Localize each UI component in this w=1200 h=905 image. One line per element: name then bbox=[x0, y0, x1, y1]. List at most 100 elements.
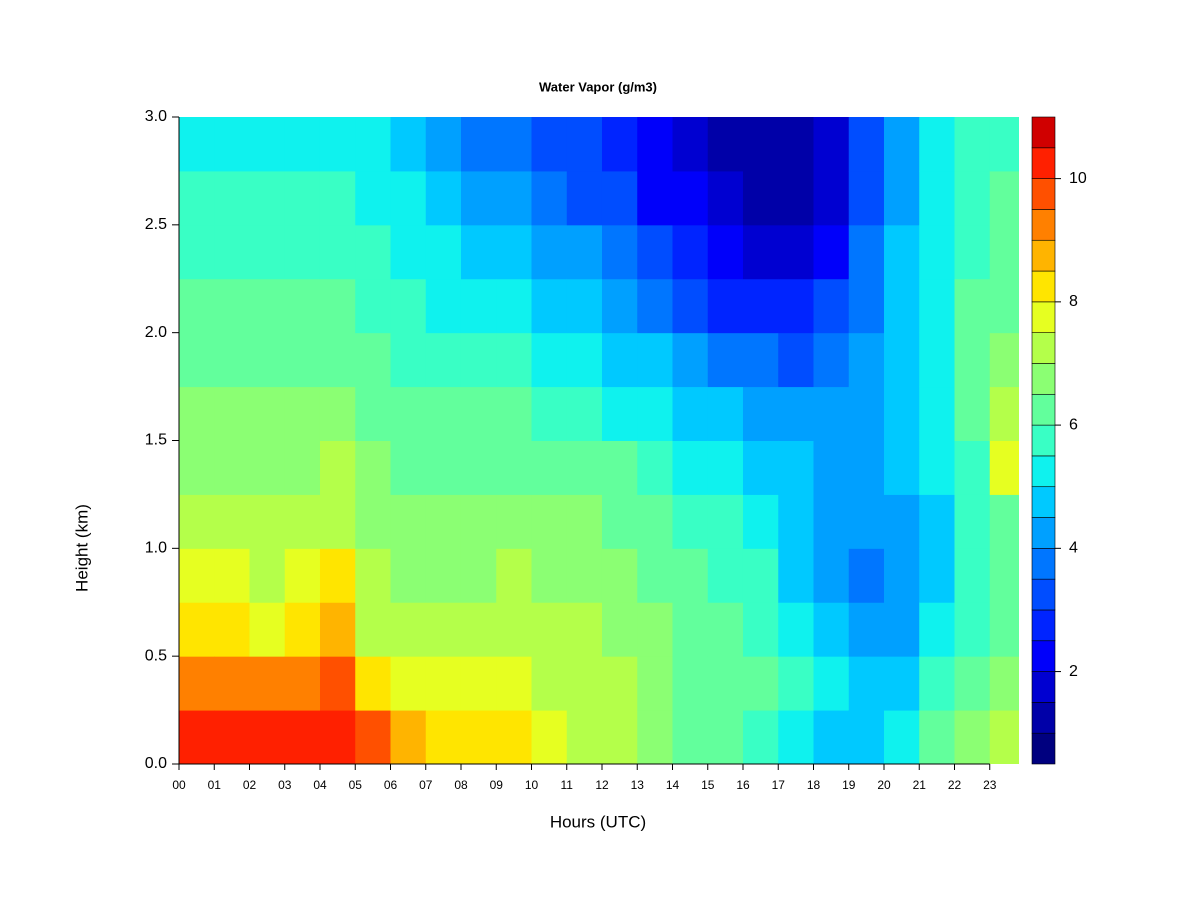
x-tick-label: 12 bbox=[595, 778, 609, 792]
contour-cell bbox=[883, 386, 920, 441]
contour-cell bbox=[672, 170, 709, 226]
x-tick-label: 14 bbox=[666, 778, 680, 792]
colorbar-box bbox=[1031, 178, 1056, 210]
contour-cell bbox=[637, 440, 673, 495]
contour-cell bbox=[601, 224, 638, 280]
contour-cell bbox=[742, 386, 779, 441]
colorbar-box bbox=[1031, 424, 1056, 457]
y-tick-label: 0.0 bbox=[145, 755, 167, 772]
contour-cell bbox=[214, 332, 250, 388]
contour-cell bbox=[284, 548, 321, 603]
contour-cell bbox=[742, 710, 779, 764]
contour-cell bbox=[919, 710, 955, 764]
contour-cell bbox=[637, 602, 673, 657]
contour-cell bbox=[284, 602, 321, 657]
contour-cell bbox=[179, 386, 215, 441]
contour-cell bbox=[954, 656, 991, 711]
contour-cell bbox=[179, 548, 215, 603]
contour-cell bbox=[813, 440, 850, 495]
contour-cell bbox=[848, 224, 885, 280]
colorbar-box bbox=[1031, 332, 1056, 364]
contour-cell bbox=[460, 278, 497, 334]
contour-cell bbox=[214, 386, 250, 441]
contour-cell bbox=[284, 278, 321, 334]
contour-cell bbox=[742, 224, 779, 280]
contour-cell bbox=[355, 548, 391, 603]
contour-cell bbox=[637, 548, 673, 603]
contour-cell bbox=[249, 656, 286, 711]
contour-cell bbox=[496, 224, 532, 280]
contour-cell bbox=[989, 440, 1019, 495]
contour-cell bbox=[496, 117, 532, 172]
contour-cell bbox=[919, 656, 955, 711]
x-tick-label: 17 bbox=[772, 778, 786, 792]
contour-cell bbox=[883, 656, 920, 711]
contour-cell bbox=[778, 548, 814, 603]
x-tick-label: 10 bbox=[525, 778, 539, 792]
contour-cell bbox=[601, 548, 638, 603]
contour-cell bbox=[601, 494, 638, 549]
contour-cell bbox=[637, 386, 673, 441]
contour-cell bbox=[425, 440, 462, 495]
contour-cell bbox=[637, 710, 673, 764]
contour-cell bbox=[566, 117, 603, 172]
contour-cell bbox=[179, 117, 215, 172]
contour-cell bbox=[496, 548, 532, 603]
contour-cell bbox=[390, 548, 427, 603]
contour-cell bbox=[742, 548, 779, 603]
contour-cell bbox=[425, 710, 462, 764]
contour-cell bbox=[989, 224, 1019, 280]
contour-cell bbox=[390, 710, 427, 764]
contour-cell bbox=[954, 117, 991, 172]
y-axis-label: Height (km) bbox=[72, 504, 91, 592]
contour-cell bbox=[813, 170, 850, 226]
contour-cell bbox=[179, 332, 215, 388]
colorbar-box bbox=[1031, 486, 1056, 518]
x-tick-label: 03 bbox=[278, 778, 292, 792]
contour-cell bbox=[284, 710, 321, 764]
contour-cell bbox=[531, 440, 568, 495]
colorbar-box bbox=[1031, 732, 1056, 765]
contour-cell bbox=[707, 224, 744, 280]
contour-cell bbox=[848, 440, 885, 495]
contour-cell bbox=[601, 710, 638, 764]
contour-cell bbox=[249, 710, 286, 764]
contour-cell bbox=[425, 548, 462, 603]
x-tick-label: 21 bbox=[913, 778, 927, 792]
contour-cell bbox=[778, 656, 814, 711]
contour-cell bbox=[179, 440, 215, 495]
contour-cell bbox=[249, 278, 286, 334]
colorbar-box bbox=[1031, 609, 1056, 642]
x-tick-label: 15 bbox=[701, 778, 715, 792]
contour-cell bbox=[284, 440, 321, 495]
contour-cell bbox=[883, 117, 920, 172]
y-tick-label: 1.5 bbox=[145, 432, 167, 449]
contour-cell bbox=[989, 656, 1019, 711]
contour-cell bbox=[460, 602, 497, 657]
contour-cell bbox=[460, 656, 497, 711]
x-axis-label: Hours (UTC) bbox=[550, 812, 646, 831]
contour-cell bbox=[778, 440, 814, 495]
contour-cell bbox=[531, 332, 568, 388]
contour-cell bbox=[249, 602, 286, 657]
contour-cell bbox=[883, 440, 920, 495]
contour-cell bbox=[179, 494, 215, 549]
contour-cell bbox=[425, 386, 462, 441]
contour-cell bbox=[601, 386, 638, 441]
contour-cell bbox=[883, 548, 920, 603]
contour-cell bbox=[496, 170, 532, 226]
contour-cell bbox=[531, 548, 568, 603]
contour-cell bbox=[813, 224, 850, 280]
contour-cell bbox=[707, 386, 744, 441]
contour-cell bbox=[566, 710, 603, 764]
contour-cell bbox=[425, 494, 462, 549]
contour-cell bbox=[672, 602, 709, 657]
contour-cell bbox=[249, 332, 286, 388]
x-tick-label: 09 bbox=[490, 778, 504, 792]
contour-cell bbox=[496, 386, 532, 441]
contour-cell bbox=[637, 656, 673, 711]
contour-cell bbox=[954, 332, 991, 388]
contour-cell bbox=[883, 710, 920, 764]
contour-cell bbox=[214, 602, 250, 657]
contour-cell bbox=[425, 117, 462, 172]
